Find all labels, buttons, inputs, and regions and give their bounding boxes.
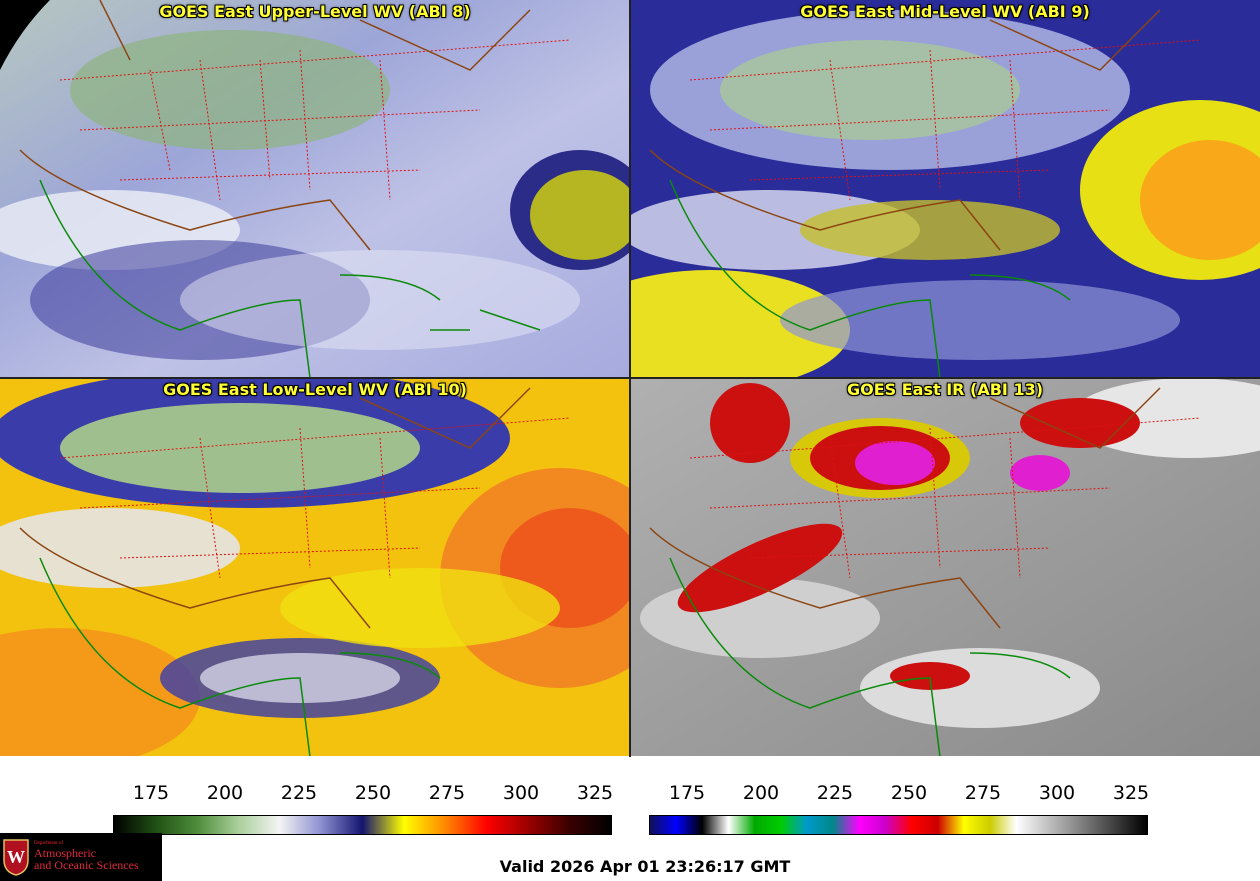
- colorbar-ir-tick: 300: [1038, 782, 1076, 804]
- panel-title: GOES East Low-Level WV (ABI 10): [163, 380, 467, 399]
- panel-title: GOES East Mid-Level WV (ABI 9): [800, 2, 1090, 21]
- logo-line2: and Oceanic Sciences: [34, 858, 139, 872]
- colorbar-wv-tick: 250: [354, 782, 392, 804]
- ir-image: [630, 378, 1260, 756]
- colorbar-ir-tick: 250: [890, 782, 928, 804]
- colorbar-wv-gradient: [113, 815, 612, 835]
- aos-logo: W Department of Atmospheric and Oceanic …: [0, 833, 162, 881]
- mid-level-wv-image: [630, 0, 1260, 378]
- logo-line1: Atmospheric: [34, 846, 96, 860]
- panel-title: GOES East Upper-Level WV (ABI 8): [159, 2, 471, 21]
- logo-dept: Department of: [34, 841, 64, 846]
- colorbar-ir-tick: 325: [1112, 782, 1150, 804]
- panel-title: GOES East IR (ABI 13): [846, 380, 1044, 399]
- colorbar-wv-tick: 275: [428, 782, 466, 804]
- logo-letter: W: [7, 847, 25, 867]
- upper-level-wv-image: [0, 0, 630, 378]
- colorbar-wv-tick: 325: [576, 782, 614, 804]
- colorbar-wv-tick: 175: [132, 782, 170, 804]
- colorbar-ir-tick: 200: [742, 782, 780, 804]
- colorbar-wv-tick: 200: [206, 782, 244, 804]
- colorbar-ir-tick: 275: [964, 782, 1002, 804]
- colorbar-wv-tick: 300: [502, 782, 540, 804]
- uw-crest-icon: W: [3, 839, 29, 876]
- panel-upper-level-wv: GOES East Upper-Level WV (ABI 8): [0, 0, 630, 378]
- valid-time: Valid 2026 Apr 01 23:26:17 GMT: [499, 857, 791, 876]
- panel-low-level-wv: GOES East Low-Level WV (ABI 10): [0, 378, 630, 756]
- panel-mid-level-wv: GOES East Mid-Level WV (ABI 9): [630, 0, 1260, 378]
- colorbar-ir-tick: 175: [668, 782, 706, 804]
- colorbar-wv-tick: 225: [280, 782, 318, 804]
- colorbar-ir-gradient: [649, 815, 1148, 835]
- colorbar-ir-tick: 225: [816, 782, 854, 804]
- panel-divider-horizontal: [0, 377, 1260, 379]
- low-level-wv-image: [0, 378, 630, 756]
- panel-ir: GOES East IR (ABI 13): [630, 378, 1260, 756]
